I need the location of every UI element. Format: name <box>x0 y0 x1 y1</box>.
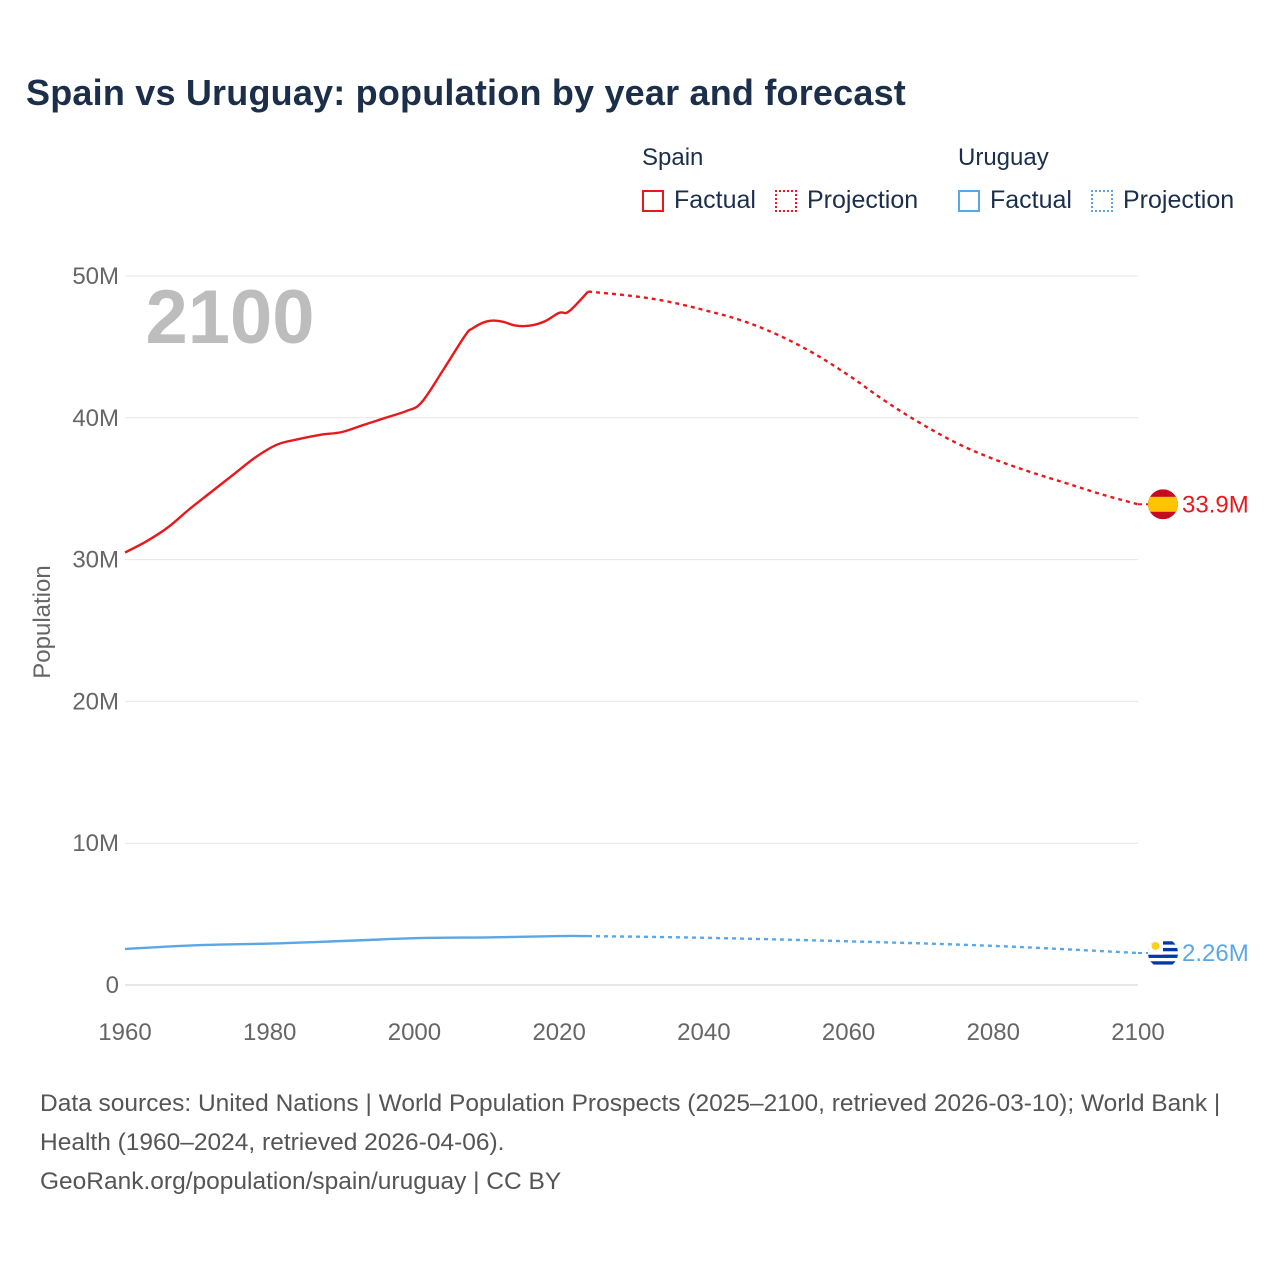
legend-uruguay-projection[interactable]: Projection <box>1091 186 1234 215</box>
population-chart: 0 10M 20M 30M 40M 50M 1960 1980 2000 2020 2040 206… <box>29 263 1249 1046</box>
x-tick-label: 1980 <box>243 1019 296 1046</box>
legend-spain-factual[interactable]: Factual <box>642 186 756 215</box>
y-tick-label: 30M <box>72 547 119 574</box>
uruguay-factual-line[interactable] <box>124 934 589 951</box>
legend-spain-factual-swatch <box>642 189 664 212</box>
legend-group-spain: Spain <box>642 144 704 171</box>
legend-spain-projection-label: Projection <box>807 186 919 214</box>
legend-uruguay-projection-label: Projection <box>1123 186 1235 214</box>
y-tick-label: 20M <box>72 688 119 715</box>
uruguay-flag-icon <box>1148 937 1178 968</box>
x-tick-label: 2100 <box>1111 1019 1164 1046</box>
x-tick-label: 2000 <box>388 1019 441 1046</box>
legend-uruguay-factual-label: Factual <box>990 186 1072 214</box>
series-lines <box>124 290 1139 955</box>
y-axis-label: Population <box>29 565 56 678</box>
x-tick-label: 1960 <box>98 1019 151 1046</box>
end-markers: 33.9M 2.26M <box>1138 489 1249 968</box>
spain-end-value-label: 33.9M <box>1182 491 1249 518</box>
legend-uruguay-factual-swatch <box>958 189 980 212</box>
y-tick-label: 50M <box>72 263 119 290</box>
source-line-2[interactable]: GeoRank.org/population/spain/uruguay | C… <box>40 1168 562 1195</box>
legend-uruguay-factual[interactable]: Factual <box>958 186 1072 215</box>
y-tick-label: 0 <box>106 972 119 999</box>
uruguay-end-value-label: 2.26M <box>1182 940 1249 967</box>
year-watermark: 2100 <box>145 275 314 360</box>
y-axis-ticks: 0 10M 20M 30M 40M 50M <box>72 263 119 999</box>
legend-uruguay-projection-swatch <box>1091 189 1113 212</box>
y-tick-label: 40M <box>72 405 119 432</box>
x-tick-label: 2040 <box>677 1019 730 1046</box>
x-tick-label: 2060 <box>822 1019 875 1046</box>
grid-lines <box>125 275 1138 986</box>
x-tick-label: 2020 <box>532 1019 585 1046</box>
y-tick-label: 10M <box>72 830 119 857</box>
spain-flag-icon <box>1148 489 1178 520</box>
legend-spain-projection-swatch <box>775 189 797 212</box>
spain-projection-line[interactable] <box>587 290 1139 506</box>
source-note: Data sources: United Nations | World Pop… <box>40 1084 1240 1201</box>
legend-spain-projection[interactable]: Projection <box>775 186 918 215</box>
legend-spain-factual-label: Factual <box>674 186 756 214</box>
legend-group-uruguay: Uruguay <box>958 144 1049 171</box>
spain-factual-line[interactable] <box>124 290 589 554</box>
x-axis-ticks: 1960 1980 2000 2020 2040 2060 2080 2100 <box>98 1019 1164 1046</box>
uruguay-projection-line[interactable] <box>588 934 1139 955</box>
x-tick-label: 2080 <box>967 1019 1020 1046</box>
source-line-1: Data sources: United Nations | World Pop… <box>40 1090 1221 1156</box>
chart-title: Spain vs Uruguay: population by year and… <box>26 72 906 113</box>
